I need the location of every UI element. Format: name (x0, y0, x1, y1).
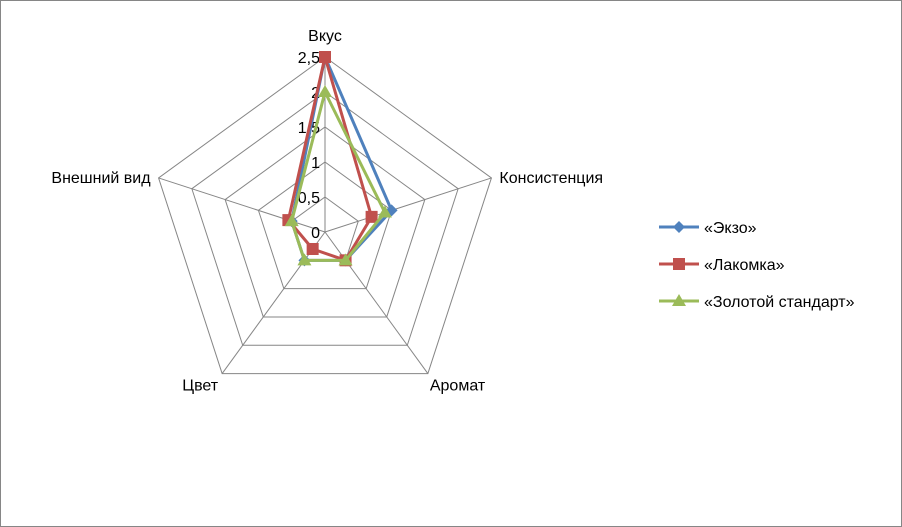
tick-label: 1 (311, 155, 320, 172)
series-2 (284, 85, 392, 266)
legend-marker (673, 258, 685, 270)
category-label: Внешний вид (51, 170, 151, 187)
tick-label: 0 (311, 225, 320, 242)
data-point (377, 205, 392, 218)
category-label: Аромат (430, 378, 486, 395)
data-point (318, 85, 332, 97)
tick-label: 2,5 (298, 50, 320, 67)
data-point (306, 242, 319, 255)
grid-ring-5 (157, 56, 493, 375)
spoke-4 (158, 177, 326, 233)
legend-item: «Лакомка» (659, 257, 785, 274)
category-label: Вкус (308, 28, 342, 45)
legend-item: «Золотой стандарт» (659, 294, 855, 311)
data-point (297, 253, 312, 266)
data-point (319, 51, 331, 63)
category-labels: Вкус Консистенция Аромат Цвет Внешний вид (51, 28, 603, 395)
spoke-3 (221, 231, 326, 374)
series-line (286, 55, 374, 262)
data-point (365, 210, 378, 223)
axes (158, 57, 492, 374)
legend-label: «Лакомка» (704, 257, 785, 274)
data-point (284, 214, 299, 227)
spoke-1 (324, 177, 492, 233)
series-line (290, 90, 387, 262)
grid-ring-3 (224, 126, 426, 318)
legend-item: «Экзо» (659, 220, 757, 237)
category-label: Цвет (182, 378, 219, 395)
legend-label: «Экзо» (704, 220, 757, 237)
legend: «Экзо» «Лакомка» «Золотой стандарт» (659, 220, 855, 311)
spoke-2 (324, 231, 429, 374)
legend-marker (673, 221, 685, 233)
category-label: Консистенция (499, 170, 603, 187)
grid-ring-4 (191, 91, 459, 346)
legend-label: «Золотой стандарт» (704, 294, 855, 311)
series (282, 51, 398, 267)
tick-label: 0,5 (298, 190, 320, 207)
tick-labels: 00,511,522,5 (298, 50, 320, 242)
data-point (338, 253, 353, 266)
legend-marker (672, 294, 686, 306)
